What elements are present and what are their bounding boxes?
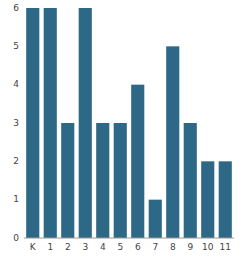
x-tick-label: 8 [170, 242, 176, 252]
x-tick-label: 4 [100, 242, 106, 252]
bar [131, 85, 144, 238]
y-tick-label: 5 [13, 41, 19, 51]
y-tick-label: 1 [13, 194, 19, 204]
x-tick-label: 10 [202, 242, 214, 252]
y-tick-label: 3 [13, 118, 19, 128]
y-tick-label: 6 [13, 3, 19, 13]
x-tick-label: 5 [117, 242, 123, 252]
bar [26, 8, 39, 238]
bar [61, 123, 74, 238]
chart: 0123456K1234567891011 [0, 0, 240, 258]
bar [114, 123, 127, 238]
y-tick-label: 2 [13, 156, 19, 166]
bar [44, 8, 57, 238]
bar [149, 200, 162, 238]
x-tick-label: 3 [82, 242, 88, 252]
y-tick-label: 4 [13, 79, 19, 89]
x-tick-label: K [30, 242, 37, 252]
y-tick-label: 0 [13, 233, 19, 243]
chart-container: 0123456K1234567891011 [0, 0, 240, 258]
bar [96, 123, 109, 238]
bar [219, 161, 232, 238]
bar [166, 46, 179, 238]
x-axis-line [24, 238, 234, 239]
x-tick-label: 1 [47, 242, 53, 252]
x-tick-label: 6 [135, 242, 141, 252]
x-tick-label: 9 [187, 242, 193, 252]
bar [184, 123, 197, 238]
x-tick-label: 11 [220, 242, 231, 252]
bar [79, 8, 92, 238]
x-tick-label: 2 [65, 242, 71, 252]
x-tick-label: 7 [152, 242, 158, 252]
bar [201, 161, 214, 238]
bars [26, 8, 232, 238]
